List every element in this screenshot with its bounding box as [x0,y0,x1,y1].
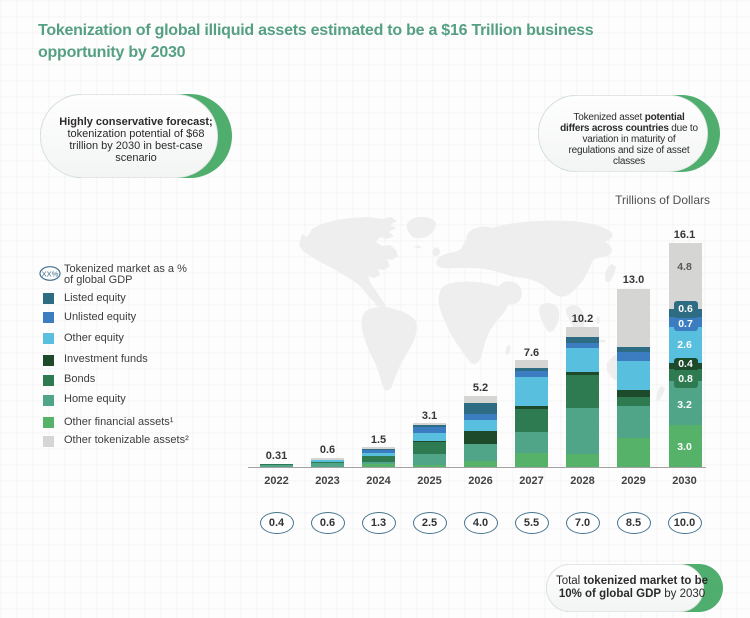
svg-text:XX%: XX% [42,270,59,279]
